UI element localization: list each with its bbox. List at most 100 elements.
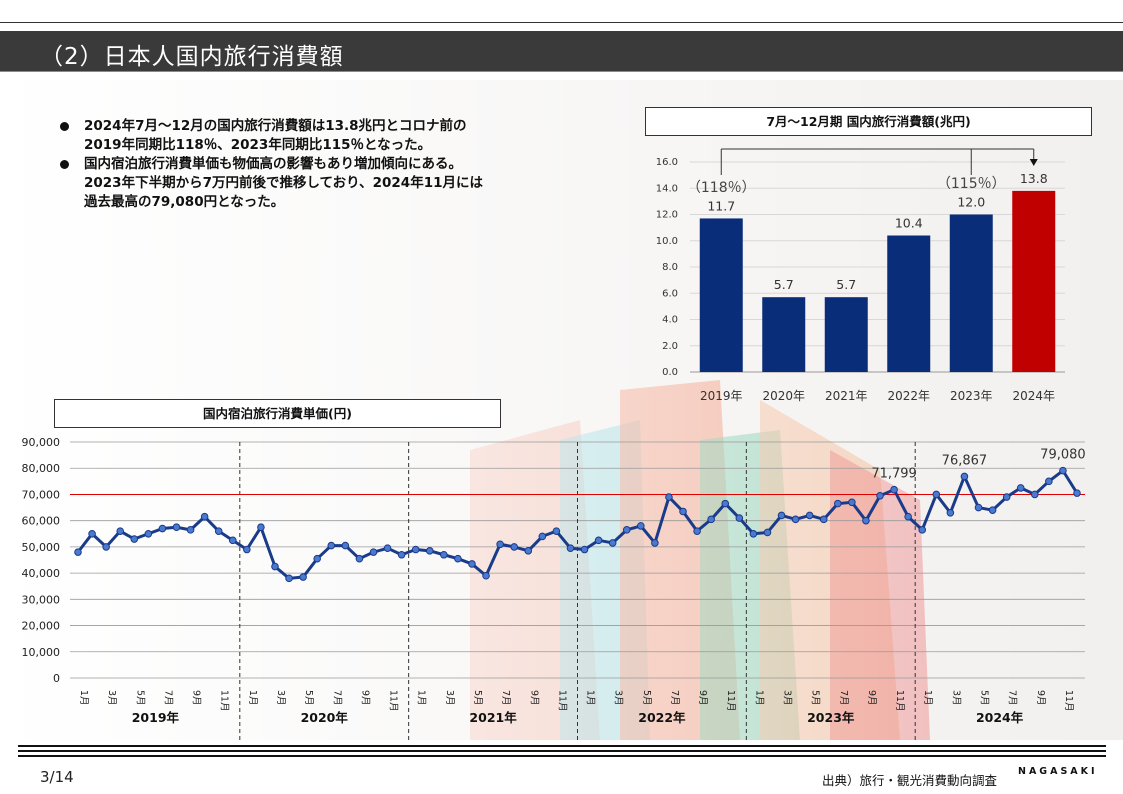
data-point <box>355 554 364 563</box>
data-point <box>510 543 518 551</box>
data-point <box>763 528 772 537</box>
year-label: 2021年 <box>469 710 517 725</box>
line-y-tick-label: 60,000 <box>22 515 61 528</box>
year-label: 2023年 <box>807 710 855 725</box>
line-y-tick-label: 50,000 <box>22 541 61 554</box>
month-tick-label: 5月 <box>303 690 314 706</box>
month-tick-label: 5月 <box>134 690 145 706</box>
data-point <box>88 529 96 538</box>
month-tick-label: 1月 <box>416 690 427 706</box>
bar-x-tick-label: 2022年 <box>887 389 930 403</box>
source-note: 出典）旅行・観光消費動向調査 <box>822 773 998 788</box>
data-point <box>791 515 800 524</box>
growth-annotation: （115％） <box>937 176 1006 192</box>
bar-value-label: 12.0 <box>957 195 985 210</box>
bar-y-tick-label: 4.0 <box>662 315 678 326</box>
bullet-line: 2023年下半期から7万円前後で推移しており、2024年11月には <box>84 175 483 191</box>
footer-rules <box>18 745 1106 760</box>
month-tick-label: 7月 <box>331 690 342 706</box>
data-point <box>1030 490 1039 499</box>
bar-value-label: 5.7 <box>836 277 856 292</box>
data-point <box>524 547 533 555</box>
month-tick-label: 7月 <box>838 690 849 706</box>
month-tick-label: 3月 <box>444 690 455 706</box>
data-point <box>960 472 969 481</box>
month-tick-label: 1月 <box>247 690 258 706</box>
data-point <box>1016 484 1025 492</box>
line-y-tick-label: 80,000 <box>22 462 61 475</box>
data-point <box>735 514 744 522</box>
data-point <box>411 545 420 554</box>
bullet-line: 国内宿泊旅行消費単価も物価高の影響もあり増加傾向にある。 <box>84 156 462 172</box>
data-point <box>552 527 561 535</box>
bar-y-tick-label: 10.0 <box>656 236 678 247</box>
data-point <box>608 539 617 547</box>
top-rule <box>0 22 1123 23</box>
data-point <box>1073 489 1081 497</box>
data-point <box>341 541 350 550</box>
month-tick-label: 1月 <box>922 690 933 706</box>
data-point <box>257 523 265 532</box>
data-point <box>496 540 504 549</box>
data-point <box>116 527 125 535</box>
month-tick-label: 5月 <box>810 690 821 706</box>
month-tick-label: 7月 <box>500 690 511 706</box>
line-chart-title: 国内宿泊旅行消費単価(円) <box>54 399 501 428</box>
bar-y-tick-label: 16.0 <box>656 157 678 168</box>
month-tick-label: 11月 <box>894 690 905 712</box>
month-tick-label: 9月 <box>866 690 877 706</box>
bullet-line: 2019年同期比118％、2023年同期比115％となった。 <box>84 137 432 153</box>
data-point <box>482 571 490 580</box>
data-point <box>1059 466 1067 475</box>
growth-arrow-icon <box>1029 159 1038 166</box>
data-point <box>425 547 434 555</box>
data-point <box>721 499 730 508</box>
bullet-line: 過去最高の79,080円となった。 <box>84 194 285 210</box>
growth-annotation: （118％） <box>687 180 756 196</box>
data-point <box>918 526 927 534</box>
line-y-tick-label: 20,000 <box>22 620 61 633</box>
data-point <box>327 541 336 550</box>
data-point <box>890 485 898 494</box>
month-tick-label: 3月 <box>613 690 624 706</box>
month-tick-label: 1月 <box>585 690 596 706</box>
data-point <box>228 536 237 545</box>
bar <box>887 235 931 372</box>
month-tick-label: 7月 <box>669 690 680 706</box>
bar-value-label: 5.7 <box>774 277 794 292</box>
point-value-label: 79,080 <box>1040 448 1086 463</box>
bar-y-tick-label: 2.0 <box>662 341 678 352</box>
line-y-tick-label: 70,000 <box>22 488 61 501</box>
year-label: 2022年 <box>638 710 686 725</box>
bar-y-tick-label: 8.0 <box>662 262 678 273</box>
bar-x-tick-label: 2019年 <box>700 389 743 403</box>
month-tick-label: 5月 <box>641 690 652 706</box>
bullet-item: 2024年7月～12月の国内旅行消費額は13.8兆円とコロナ前の 2019年同期… <box>60 117 560 155</box>
data-point <box>299 573 307 581</box>
bar-y-tick-label: 14.0 <box>656 183 678 194</box>
data-point <box>622 526 631 534</box>
month-tick-label: 9月 <box>359 690 370 706</box>
bar <box>699 218 743 372</box>
data-point <box>580 545 589 554</box>
data-point <box>777 511 786 520</box>
data-point <box>594 536 603 545</box>
line-y-tick-label: 10,000 <box>22 646 61 659</box>
data-point <box>468 560 476 568</box>
bullet-item: 国内宿泊旅行消費単価も物価高の影響もあり増加傾向にある。 2023年下半期から7… <box>60 155 560 212</box>
data-point <box>383 544 392 552</box>
line-y-tick-label: 30,000 <box>22 593 61 606</box>
data-point <box>1045 477 1053 486</box>
data-point <box>679 507 687 516</box>
bar-value-label: 10.4 <box>895 216 923 231</box>
title-bar: （2）日本人国内旅行消費額 <box>0 31 1123 72</box>
data-point <box>130 535 139 543</box>
data-point <box>988 506 997 514</box>
line-y-tick-label: 90,000 <box>22 436 61 449</box>
line-chart: 0 10,000 20,000 30,000 40,000 50,000 60,000 70,… <box>22 436 1086 740</box>
month-tick-label: 7月 <box>1007 690 1018 706</box>
month-tick-label: 9月 <box>191 690 202 706</box>
data-point <box>904 512 912 521</box>
month-tick-label: 3月 <box>950 690 961 706</box>
bar-x-tick-label: 2021年 <box>825 389 868 403</box>
